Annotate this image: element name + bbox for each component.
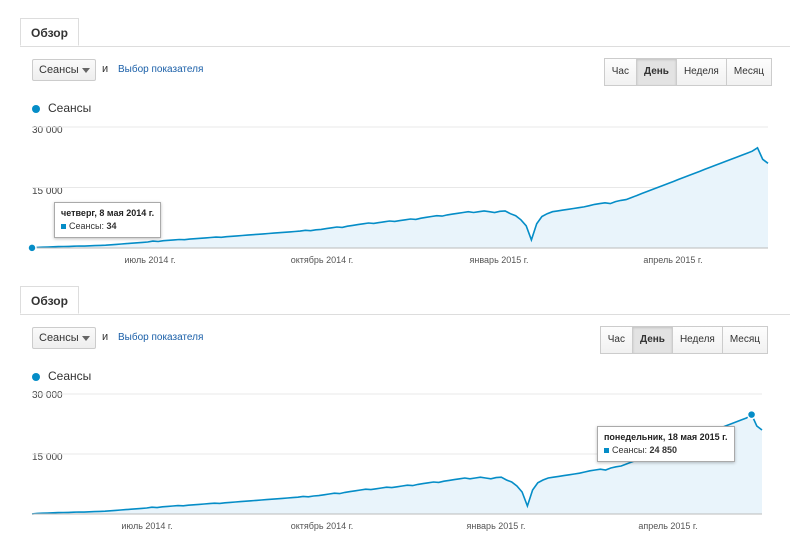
x-tick-label: январь 2015 г.	[470, 255, 529, 265]
metric-select-value: Сеансы	[39, 332, 79, 344]
hour-button[interactable]: Час	[599, 326, 633, 354]
and-label: и	[102, 63, 109, 75]
tooltip-date: четверг, 8 мая 2014 г.	[61, 208, 155, 218]
data-tooltip: четверг, 8 мая 2014 г. Сеансы: 34	[54, 202, 162, 238]
tab-bar: Обзор	[20, 286, 790, 315]
tooltip-value: 24 850	[649, 445, 677, 455]
tooltip-row: Сеансы: 24 850	[604, 444, 728, 457]
x-tick-label: июль 2014 г.	[124, 255, 175, 265]
x-tick-label: январь 2015 г.	[467, 521, 526, 531]
y-tick-label: 15 000	[32, 186, 63, 197]
week-button[interactable]: Неделя	[671, 326, 723, 354]
tooltip-date: понедельник, 18 мая 2015 г.	[604, 432, 728, 442]
choose-metric-link[interactable]: Выбор показателя	[118, 64, 204, 75]
day-button[interactable]: День	[631, 326, 673, 354]
and-label: и	[102, 331, 109, 343]
highlighted-point	[27, 243, 37, 253]
legend[interactable]: Сеансы	[32, 369, 91, 383]
overview-panel: Обзор Сеансы и Выбор показателя Час День…	[0, 0, 800, 270]
x-tick-label: апрель 2015 г.	[643, 255, 702, 265]
tab-overview[interactable]: Обзор	[20, 18, 79, 46]
legend-label: Сеансы	[48, 101, 92, 115]
x-tick-label: апрель 2015 г.	[638, 521, 697, 531]
series-dot-icon	[32, 372, 40, 381]
sessions-chart[interactable]: июль 2014 г. октябрь 2014 г. январь 2015 г…	[0, 118, 800, 268]
x-tick-label: июль 2014 г.	[121, 521, 172, 531]
choose-metric-link[interactable]: Выбор показателя	[118, 332, 204, 343]
hour-button[interactable]: Час	[603, 58, 637, 86]
granularity-toggle: Час День Неделя Месяц	[603, 58, 772, 86]
tab-overview[interactable]: Обзор	[20, 286, 79, 314]
y-tick-label: 15 000	[32, 452, 63, 463]
overview-panel: Обзор Сеансы и Выбор показателя Час День…	[0, 280, 800, 547]
series-square-icon	[61, 224, 66, 230]
tab-bar: Обзор	[20, 18, 790, 47]
highlighted-point	[746, 409, 757, 420]
series-dot-icon	[32, 104, 40, 113]
tooltip-series: Сеансы:	[69, 221, 104, 231]
series-square-icon	[604, 448, 609, 454]
week-button[interactable]: Неделя	[675, 58, 727, 86]
data-tooltip: понедельник, 18 мая 2015 г. Сеансы: 24 8…	[597, 426, 735, 462]
legend[interactable]: Сеансы	[32, 101, 91, 115]
month-button[interactable]: Месяц	[725, 58, 772, 86]
metric-select[interactable]: Сеансы	[32, 59, 96, 81]
x-tick-label: октябрь 2014 г.	[291, 255, 354, 265]
tooltip-row: Сеансы: 34	[61, 220, 154, 233]
metric-select[interactable]: Сеансы	[32, 327, 96, 349]
series-line	[31, 146, 769, 249]
chevron-down-icon	[82, 68, 90, 73]
month-button[interactable]: Месяц	[721, 326, 768, 354]
tooltip-value: 34	[106, 221, 117, 231]
metric-select-value: Сеансы	[39, 64, 79, 76]
series-area	[32, 147, 768, 248]
y-tick-label: 30 000	[32, 125, 63, 136]
tooltip-series: Сеансы:	[612, 445, 647, 455]
day-button[interactable]: День	[635, 58, 677, 86]
x-tick-label: октябрь 2014 г.	[291, 521, 354, 531]
legend-label: Сеансы	[48, 369, 92, 383]
chevron-down-icon	[82, 336, 90, 341]
granularity-toggle: Час День Неделя Месяц	[599, 326, 768, 354]
y-tick-label: 30 000	[32, 390, 63, 401]
series-area	[32, 414, 762, 514]
